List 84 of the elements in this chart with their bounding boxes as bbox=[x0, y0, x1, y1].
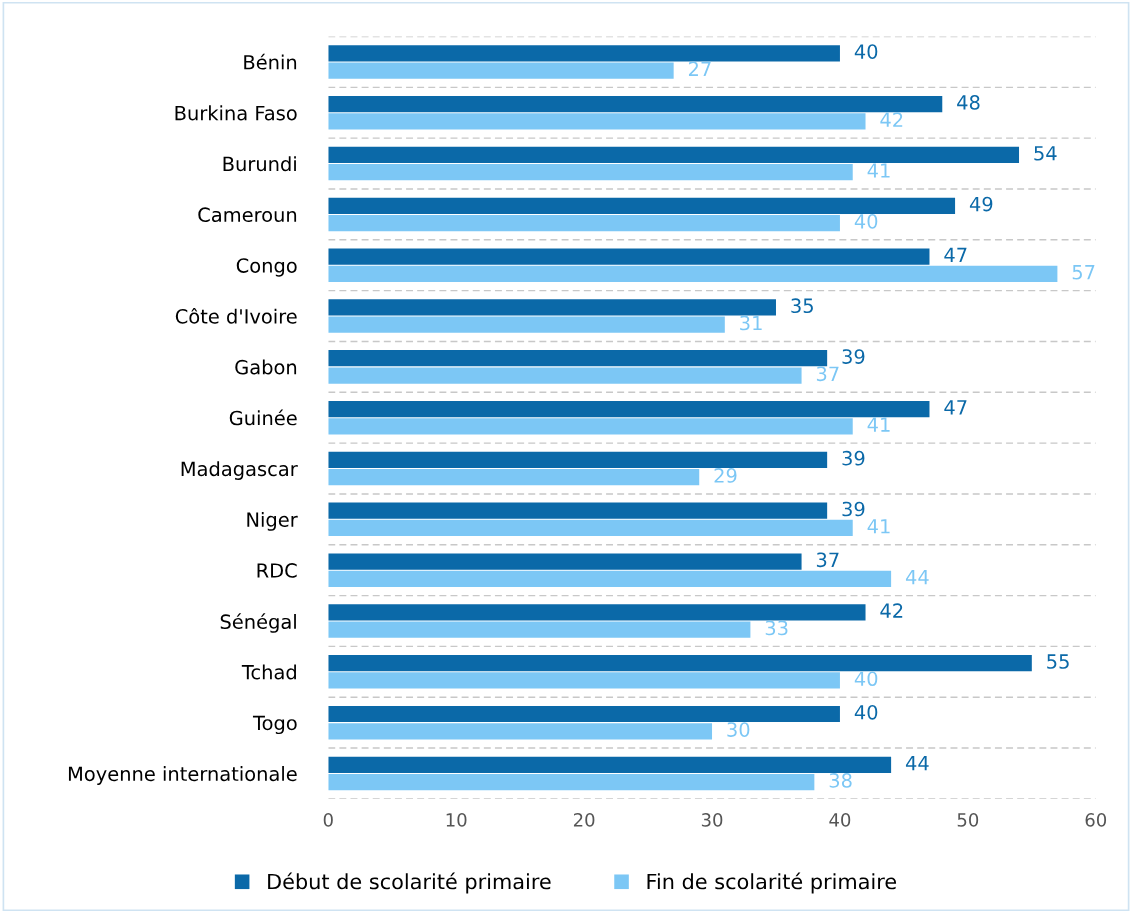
x-tick-label: 20 bbox=[573, 813, 595, 827]
data-label: 44 bbox=[905, 756, 929, 771]
bar bbox=[328, 197, 956, 214]
y-tick-label: Togo bbox=[252, 715, 297, 735]
y-tick-label: RDC bbox=[257, 563, 297, 578]
data-label: 31 bbox=[740, 315, 762, 331]
data-label: 48 bbox=[957, 95, 980, 110]
bar bbox=[328, 451, 828, 468]
data-label: 49 bbox=[969, 196, 993, 212]
data-label: 41 bbox=[867, 163, 890, 178]
bar bbox=[328, 350, 828, 367]
bar bbox=[328, 519, 853, 537]
bar bbox=[328, 553, 802, 570]
data-label: 57 bbox=[1072, 265, 1095, 280]
y-tick-label: Cameroun bbox=[198, 207, 297, 223]
data-label: 42 bbox=[880, 112, 903, 127]
data-label: 37 bbox=[816, 552, 839, 568]
legend-label: Début de scolarité primaire bbox=[268, 872, 551, 894]
y-tick-label: Congo bbox=[236, 258, 297, 277]
data-label: 54 bbox=[1034, 146, 1057, 161]
y-tick-label: Burkina Faso bbox=[175, 105, 297, 121]
y-tick-label: Niger bbox=[247, 511, 298, 531]
bar bbox=[328, 773, 815, 791]
y-tick-label: Guinée bbox=[229, 409, 297, 426]
data-label: 41 bbox=[867, 417, 890, 432]
data-label: 40 bbox=[854, 44, 878, 59]
x-tick-label: 40 bbox=[829, 813, 851, 827]
data-label: 42 bbox=[880, 603, 903, 618]
data-label: 27 bbox=[688, 61, 711, 76]
bar bbox=[328, 146, 1020, 164]
bar bbox=[328, 316, 725, 333]
bar bbox=[328, 570, 892, 587]
bar bbox=[328, 400, 930, 418]
x-tick-label: 10 bbox=[446, 813, 467, 827]
bar bbox=[328, 502, 828, 519]
bar bbox=[328, 418, 853, 435]
data-label: 40 bbox=[854, 671, 878, 687]
y-tick-label: Gabon bbox=[235, 359, 297, 375]
data-label: 30 bbox=[727, 722, 750, 737]
bar bbox=[328, 655, 1032, 672]
data-label: 35 bbox=[791, 298, 813, 314]
data-label: 55 bbox=[1047, 654, 1069, 669]
bar bbox=[328, 113, 866, 130]
y-tick-label: Burundi bbox=[223, 156, 296, 172]
y-tick-label: Côte d'Ivoire bbox=[175, 307, 297, 324]
bar bbox=[328, 214, 840, 232]
y-tick-label: Bénin bbox=[244, 53, 297, 70]
legend-label: Fin de scolarité primaire bbox=[647, 872, 897, 894]
data-label: 47 bbox=[944, 247, 967, 262]
bar bbox=[328, 299, 776, 316]
x-tick-label: 0 bbox=[323, 813, 333, 827]
bar bbox=[328, 672, 840, 689]
bar bbox=[328, 705, 840, 723]
bar bbox=[328, 723, 713, 740]
bar bbox=[328, 367, 802, 384]
data-label: 40 bbox=[854, 213, 878, 229]
bar bbox=[328, 621, 751, 638]
y-tick-label: Sénégal bbox=[220, 613, 296, 633]
bar bbox=[328, 248, 930, 265]
data-label: 33 bbox=[765, 620, 788, 636]
data-label: 39 bbox=[842, 501, 865, 517]
bar bbox=[328, 45, 840, 62]
data-label: 44 bbox=[905, 570, 929, 585]
bar bbox=[328, 265, 1058, 282]
data-label: 37 bbox=[816, 366, 839, 382]
data-label: 40 bbox=[854, 704, 878, 720]
data-label: 39 bbox=[842, 349, 865, 364]
x-tick-label: 50 bbox=[957, 813, 979, 827]
bar bbox=[328, 756, 892, 773]
bar bbox=[328, 604, 866, 621]
bar bbox=[328, 164, 853, 181]
y-tick-label: Tchad bbox=[241, 664, 296, 680]
x-tick-label: 30 bbox=[701, 813, 723, 827]
data-label: 38 bbox=[829, 773, 852, 788]
bar bbox=[328, 469, 700, 486]
bar bbox=[328, 95, 943, 113]
data-label: 41 bbox=[867, 519, 890, 534]
data-label: 29 bbox=[714, 468, 737, 483]
y-tick-label: Moyenne internationale bbox=[68, 766, 297, 785]
data-label: 47 bbox=[944, 400, 967, 415]
data-label: 39 bbox=[842, 450, 865, 466]
y-tick-label: Madagascar bbox=[181, 461, 298, 480]
bar bbox=[328, 62, 674, 79]
x-tick-label: 60 bbox=[1085, 813, 1107, 827]
